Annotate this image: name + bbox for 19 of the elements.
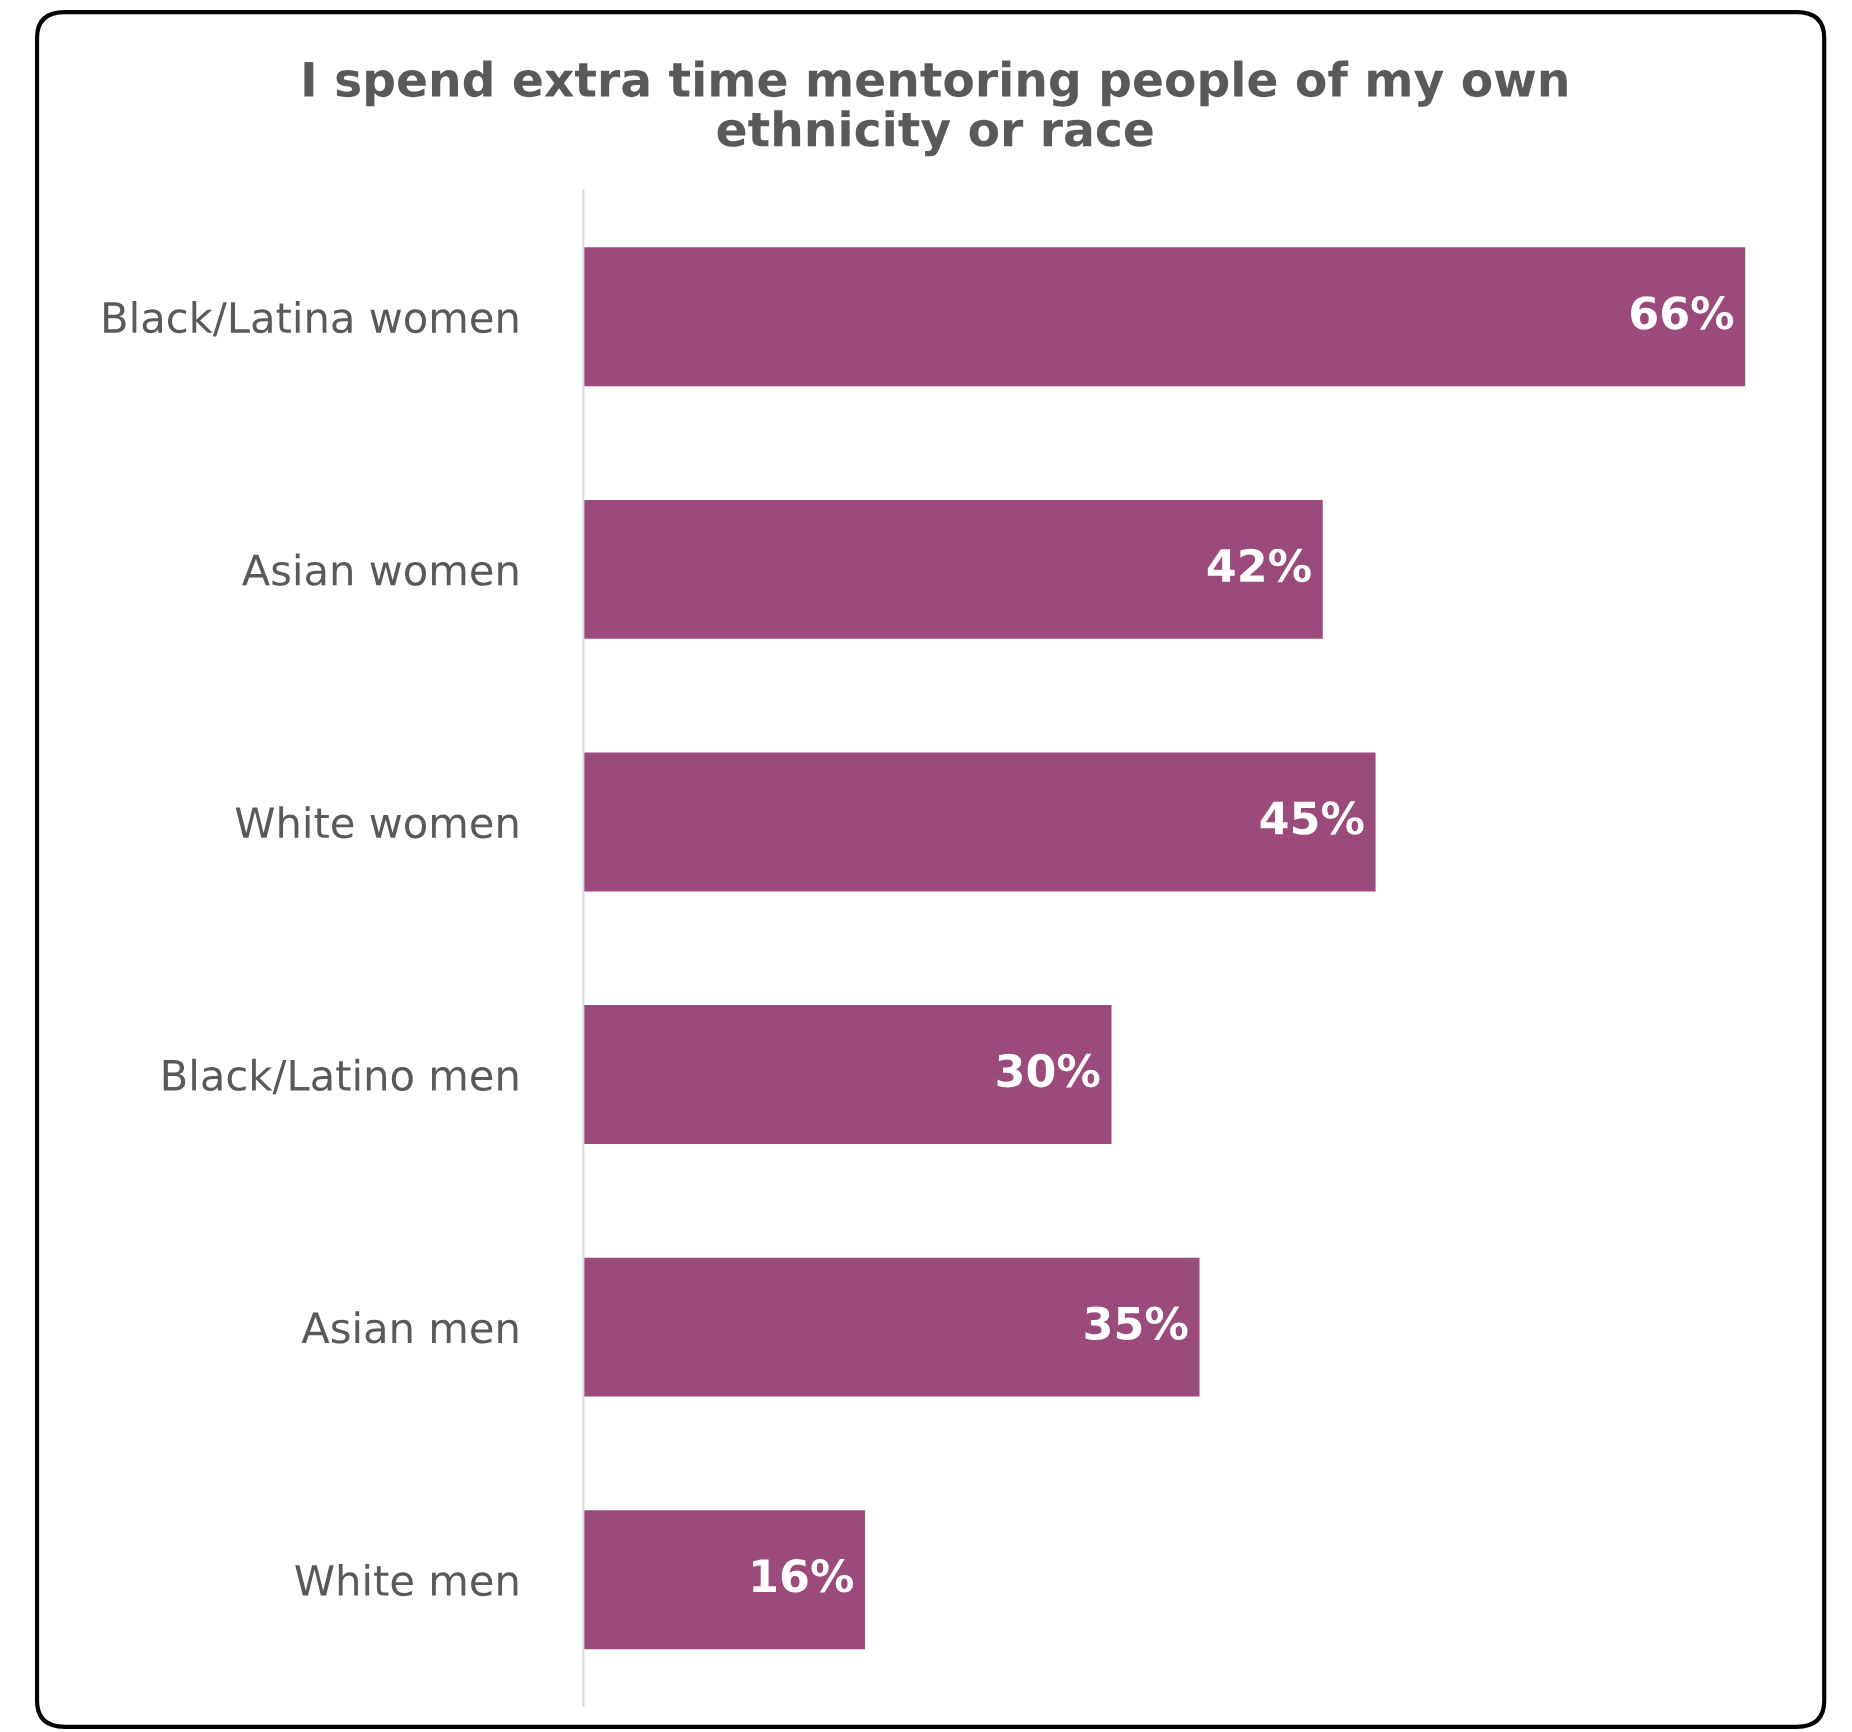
y-tick-label: Asian men (301, 1311, 518, 1344)
bar (583, 752, 1376, 892)
y-tick-label: White men (295, 1563, 518, 1597)
bar (583, 247, 1746, 387)
data-label: 16% (753, 1559, 854, 1593)
data-label: 66% (1631, 296, 1734, 330)
data-label: 42% (1207, 548, 1311, 583)
y-tick-label: Asian women (242, 553, 518, 586)
bar (583, 1005, 1112, 1145)
y-tick-label: White women (235, 806, 518, 839)
data-label: 45% (1260, 801, 1364, 835)
bar (583, 1510, 866, 1650)
data-label: 35% (1085, 1306, 1188, 1341)
bar (583, 499, 1323, 639)
y-tick-label: Black/Latino men (163, 1058, 518, 1095)
bar (583, 1257, 1200, 1397)
data-label: 30% (997, 1053, 1100, 1088)
chart-title: I spend extra time mentoring people of my own ethnicity or race (304, 60, 1567, 157)
y-tick-label: Black/Latina women (104, 300, 518, 337)
